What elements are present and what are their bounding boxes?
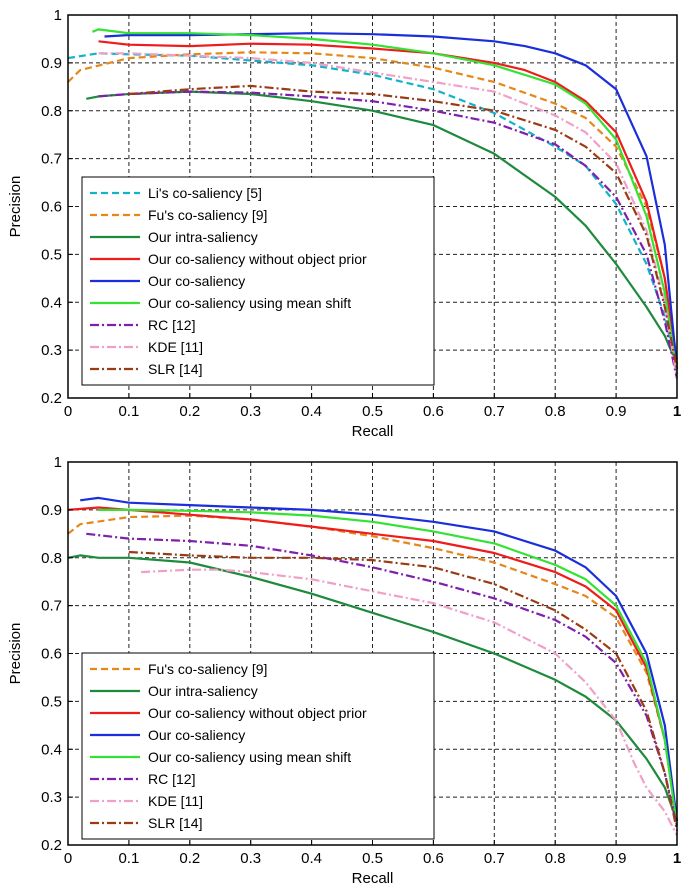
legend-entry-label: Our intra-saliency xyxy=(148,683,258,699)
x-tick-label: 0 xyxy=(64,403,72,420)
y-tick-label: 0.4 xyxy=(41,741,62,758)
x-tick-label: 0.8 xyxy=(545,403,566,420)
x-tick-label: 0.6 xyxy=(423,850,444,867)
series-line-8 xyxy=(98,52,679,380)
legend-entry-label: Our co-saliency without object prior xyxy=(148,251,367,267)
y-tick-label: 0.4 xyxy=(41,294,62,311)
y-tick-label: 0.7 xyxy=(41,151,62,168)
legend-entry-label: Li's co-saliency [5] xyxy=(148,185,262,201)
series-line-3 xyxy=(67,506,679,822)
y-tick-label: 0.2 xyxy=(41,390,62,407)
legend-entry-label: Our co-saliency xyxy=(148,273,245,289)
x-tick-label: 0.2 xyxy=(179,850,200,867)
y-axis-label: Precision xyxy=(7,176,24,238)
x-tick-label: 0.4 xyxy=(301,403,322,420)
legend-entry-label: Fu's co-saliency [9] xyxy=(148,207,267,223)
legend-entry-label: Our co-saliency xyxy=(148,727,245,743)
series-line-9 xyxy=(128,84,679,370)
x-tick-label: 0.3 xyxy=(240,850,261,867)
x-tick-label: 0.4 xyxy=(301,850,322,867)
x-tick-label: 0.6 xyxy=(423,403,444,420)
series-line-1 xyxy=(67,52,679,370)
x-tick-label: 0 xyxy=(64,850,72,867)
x-tick-label: 1 xyxy=(673,403,681,420)
x-tick-label: 0.3 xyxy=(240,403,261,420)
legend-entry-label: RC [12] xyxy=(148,771,195,787)
x-tick-label: 0.1 xyxy=(118,403,139,420)
series-line-5 xyxy=(98,508,679,827)
legend-entry-label: Our intra-saliency xyxy=(148,229,258,245)
legend-entry-label: SLR [14] xyxy=(148,815,202,831)
legend: Li's co-saliency [5] Fu's co-saliency [9]… xyxy=(81,176,435,386)
series-line-1 xyxy=(67,514,679,822)
x-tick-label: 0.5 xyxy=(362,850,383,867)
x-tick-label: 0.1 xyxy=(118,850,139,867)
x-tick-label: 0.5 xyxy=(362,403,383,420)
chart-2: 0 0.1 0.2 0.3 0.4 0.5 0.6 0.7 0.8 0.9 1 0.2 0.3 0.4 0.… xyxy=(7,454,681,887)
legend-entry-label: KDE [11] xyxy=(148,793,203,809)
legend-box xyxy=(81,176,435,386)
y-tick-label: 1 xyxy=(54,7,62,24)
legend: Fu's co-saliency [9] Our intra-saliency Ou… xyxy=(81,652,435,840)
legend-entry-label: Our co-saliency using mean shift xyxy=(148,295,351,311)
y-tick-label: 0.9 xyxy=(41,55,62,72)
y-tick-label: 1 xyxy=(54,454,62,471)
y-tick-label: 0.7 xyxy=(41,598,62,615)
y-tick-label: 0.3 xyxy=(41,342,62,359)
series-line-2 xyxy=(67,51,679,360)
x-axis-label: Recall xyxy=(352,423,394,440)
y-tick-label: 0.6 xyxy=(41,646,62,663)
y-tick-label: 0.8 xyxy=(41,103,62,120)
legend-entry-label: SLR [14] xyxy=(148,361,202,377)
y-axis-label: Precision xyxy=(7,623,24,685)
legend-entry-label: Our co-saliency without object prior xyxy=(148,705,367,721)
legend-entry-label: RC [12] xyxy=(148,317,195,333)
x-tick-label: 0.9 xyxy=(606,850,627,867)
x-tick-label: 0.2 xyxy=(179,403,200,420)
x-tick-label: 0.7 xyxy=(484,850,505,867)
series-line-4 xyxy=(98,40,679,365)
x-tick-label: 0.8 xyxy=(545,850,566,867)
series-line-2 xyxy=(67,554,679,822)
series-line-6 xyxy=(91,28,679,375)
legend-box xyxy=(81,652,435,840)
y-tick-label: 0.8 xyxy=(41,550,62,567)
x-tick-label: 0.7 xyxy=(484,403,505,420)
legend-entry-label: KDE [11] xyxy=(148,339,203,355)
x-tick-label: 1 xyxy=(673,850,681,867)
series-line-7 xyxy=(98,90,679,380)
x-tick-label: 0.9 xyxy=(606,403,627,420)
legend-entry-label: Our co-saliency using mean shift xyxy=(148,749,351,765)
y-tick-label: 0.2 xyxy=(41,837,62,854)
series-line-7 xyxy=(141,568,678,836)
y-tick-label: 0.5 xyxy=(41,693,62,710)
y-tick-label: 0.5 xyxy=(41,246,62,263)
y-tick-label: 0.9 xyxy=(41,502,62,519)
chart-1: 0 0.1 0.2 0.3 0.4 0.5 0.6 0.7 0.8 0.9 1 0.2 0.3 0.4 0.… xyxy=(7,7,681,440)
legend-entry-label: Fu's co-saliency [9] xyxy=(148,661,267,677)
y-tick-label: 0.6 xyxy=(41,199,62,216)
series-line-8 xyxy=(128,550,679,831)
series-line-4 xyxy=(80,496,679,822)
y-tick-label: 0.3 xyxy=(41,789,62,806)
series-line-6 xyxy=(86,532,679,827)
x-axis-label: Recall xyxy=(352,870,394,887)
